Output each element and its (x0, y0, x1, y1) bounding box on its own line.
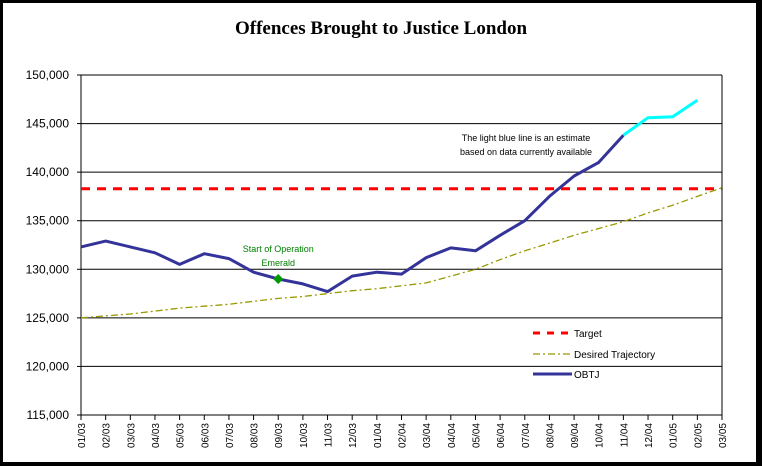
axes (80, 75, 723, 416)
legend: Target Desired Trajectory OBTJ (533, 329, 655, 381)
series-line-obtj (80, 134, 625, 294)
x-tick-label: 03/05 (718, 423, 729, 448)
series-line-desired-trajectory (80, 187, 723, 319)
x-tick-label: 09/03 (274, 423, 285, 448)
x-axis-ticks: 01/03 02/03 03/03 04/03 05/03 06/03 07/03 08/03… (77, 415, 729, 448)
annotations: The light blue line is an estimate based… (243, 133, 592, 284)
x-tick-label: 01/03 (77, 423, 88, 448)
x-tick-label: 10/03 (299, 423, 310, 448)
y-axis-ticks: 115,000 120,000 125,000 130,000 135,000 140,0… (26, 68, 81, 422)
operation-label-line-2: Emerald (261, 258, 295, 268)
x-tick-label: 02/04 (398, 423, 409, 448)
y-tick-label: 130,000 (26, 262, 70, 276)
series-line-obtj-estimate (622, 99, 699, 137)
x-tick-label: 04/04 (447, 423, 458, 448)
operation-label-line-1: Start of Operation (243, 244, 314, 254)
estimate-note-line-2: based on data currently available (460, 147, 592, 157)
series-lines (80, 99, 723, 319)
legend-label-desired-trajectory: Desired Trajectory (574, 350, 655, 361)
x-tick-label: 09/04 (570, 423, 581, 448)
x-tick-label: 11/03 (324, 423, 335, 448)
x-tick-label: 11/04 (619, 423, 630, 448)
x-tick-label: 08/03 (250, 423, 261, 448)
x-tick-label: 05/04 (471, 423, 482, 448)
gridlines (81, 74, 722, 416)
chart-title: Offences Brought to Justice London (234, 18, 528, 39)
x-tick-label: 02/05 (693, 423, 704, 448)
legend-label-obtj: OBTJ (574, 370, 600, 381)
x-tick-label: 04/03 (151, 423, 162, 448)
y-tick-label: 120,000 (26, 359, 70, 373)
x-tick-label: 07/04 (521, 423, 532, 448)
estimate-note-line-1: The light blue line is an estimate (462, 133, 591, 143)
x-tick-label: 06/04 (496, 423, 507, 448)
x-tick-label: 08/04 (545, 423, 556, 448)
y-tick-label: 135,000 (26, 214, 70, 228)
y-tick-label: 115,000 (27, 408, 70, 422)
x-tick-label: 01/04 (373, 423, 384, 448)
x-tick-label: 01/05 (669, 423, 680, 448)
x-tick-label: 02/03 (102, 423, 113, 448)
x-tick-label: 03/03 (126, 423, 137, 448)
y-tick-label: 150,000 (26, 68, 70, 82)
operation-emerald-marker (273, 274, 284, 284)
x-tick-label: 03/04 (422, 423, 433, 448)
legend-label-target: Target (574, 329, 602, 340)
x-tick-label: 06/03 (200, 423, 211, 448)
y-tick-label: 145,000 (26, 117, 70, 131)
y-tick-label: 125,000 (26, 311, 70, 325)
y-tick-label: 140,000 (26, 165, 70, 179)
x-tick-label: 07/03 (225, 423, 236, 448)
x-tick-label: 12/03 (348, 423, 359, 448)
x-tick-label: 12/04 (644, 423, 655, 448)
x-tick-label: 05/03 (176, 423, 187, 448)
x-tick-label: 10/04 (595, 423, 606, 448)
